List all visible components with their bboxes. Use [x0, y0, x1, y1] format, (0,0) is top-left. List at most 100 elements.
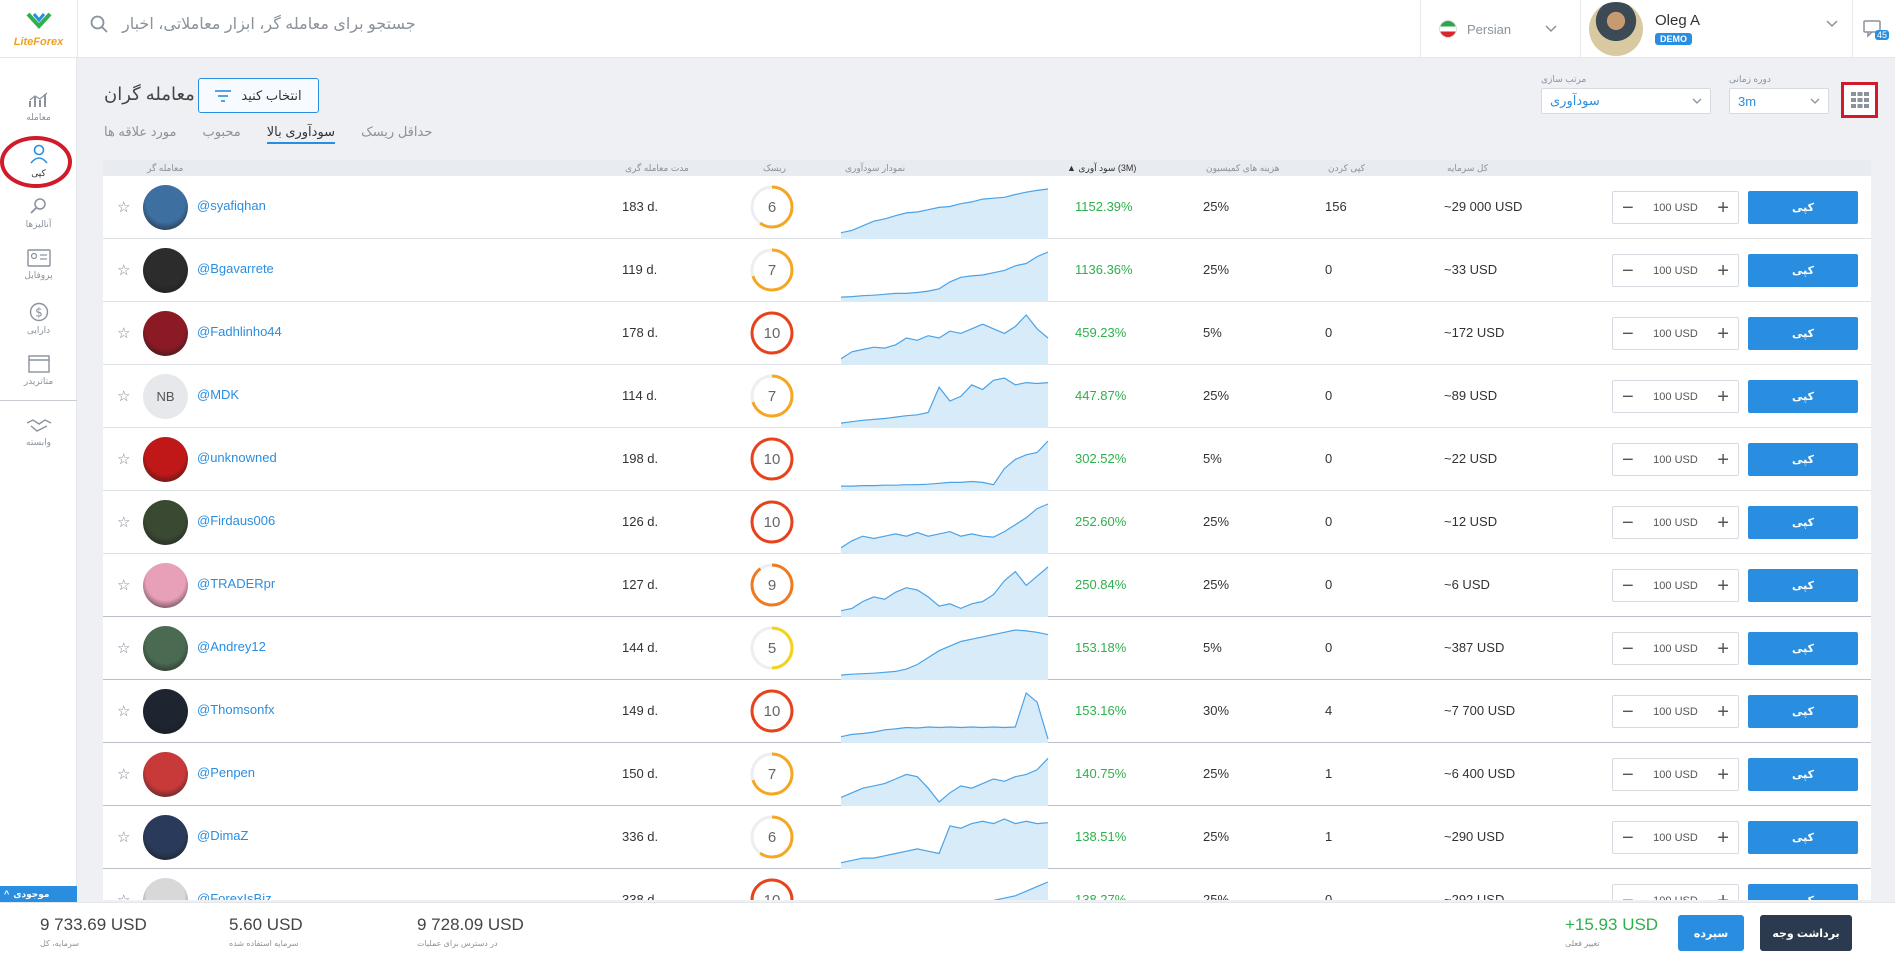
sort-dropdown[interactable]: سودآوری — [1541, 88, 1711, 114]
star-icon[interactable]: ☆ — [117, 829, 131, 846]
star-icon[interactable]: ☆ — [117, 262, 131, 279]
amount-input[interactable]: 100 USD — [1653, 327, 1698, 340]
col-copies[interactable]: کپی کردن — [1328, 163, 1365, 173]
plus-button[interactable]: + — [1717, 322, 1729, 345]
plus-button[interactable]: + — [1717, 511, 1729, 534]
copy-button[interactable]: کپی — [1748, 569, 1858, 602]
tab-popular[interactable]: محبوب — [202, 124, 241, 139]
minus-button[interactable]: − — [1622, 511, 1634, 534]
minus-button[interactable]: − — [1622, 574, 1634, 597]
star-icon[interactable]: ☆ — [117, 577, 131, 594]
sidebar-item-analytics[interactable]: آنالیزها — [0, 188, 77, 238]
withdraw-button[interactable]: برداشت وجه — [1760, 915, 1852, 951]
avatar[interactable]: NB — [143, 374, 188, 419]
amount-input[interactable]: 100 USD — [1653, 264, 1698, 277]
copy-button[interactable]: کپی — [1748, 695, 1858, 728]
deposit-button[interactable]: سپرده — [1678, 915, 1744, 951]
amount-input[interactable]: 100 USD — [1653, 516, 1698, 529]
amount-input[interactable]: 100 USD — [1653, 642, 1698, 655]
trader-name-link[interactable]: @Thomsonfx — [197, 702, 275, 717]
avatar[interactable] — [143, 626, 188, 671]
amount-input[interactable]: 100 USD — [1653, 453, 1698, 466]
plus-button[interactable]: + — [1717, 259, 1729, 282]
plus-button[interactable]: + — [1717, 700, 1729, 723]
plus-button[interactable]: + — [1717, 826, 1729, 849]
trader-name-link[interactable]: @Bgavarrete — [197, 261, 274, 276]
avatar[interactable] — [143, 500, 188, 545]
minus-button[interactable]: − — [1622, 322, 1634, 345]
avatar[interactable] — [143, 248, 188, 293]
copy-button[interactable]: کپی — [1748, 443, 1858, 476]
trader-name-link[interactable]: @Andrey12 — [197, 639, 266, 654]
col-profit[interactable]: ▲ سود آوری (3M) — [1067, 163, 1137, 173]
notifications-button[interactable]: 45 — [1852, 0, 1895, 58]
avatar[interactable] — [143, 878, 188, 900]
star-icon[interactable]: ☆ — [117, 451, 131, 468]
user-menu[interactable]: Oleg A DEMO — [1580, 0, 1852, 58]
copy-button[interactable]: کپی — [1748, 884, 1858, 900]
tab-high-profit[interactable]: سودآوری بالا — [266, 124, 336, 144]
col-capital[interactable]: کل سرمایه — [1447, 163, 1489, 173]
avatar[interactable] — [143, 311, 188, 356]
col-commission[interactable]: هزینه های کمیسیون — [1206, 163, 1280, 173]
star-icon[interactable]: ☆ — [117, 325, 131, 342]
minus-button[interactable]: − — [1622, 826, 1634, 849]
star-icon[interactable]: ☆ — [117, 388, 131, 405]
avatar[interactable] — [143, 752, 188, 797]
copy-button[interactable]: کپی — [1748, 380, 1858, 413]
sidebar-item-affiliate[interactable]: وابسته — [0, 408, 77, 458]
period-dropdown[interactable]: 3m — [1729, 88, 1829, 114]
avatar[interactable] — [143, 563, 188, 608]
amount-input[interactable]: 100 USD — [1653, 390, 1698, 403]
star-icon[interactable]: ☆ — [117, 640, 131, 657]
logo[interactable]: LiteForex — [0, 0, 78, 58]
col-risk[interactable]: ریسک — [763, 163, 786, 173]
trader-name-link[interactable]: @MDK — [197, 387, 240, 402]
trader-name-link[interactable]: @Firdaus006 — [197, 513, 276, 528]
sidebar-item-trade[interactable]: معامله — [0, 82, 77, 132]
minus-button[interactable]: − — [1622, 196, 1634, 219]
star-icon[interactable]: ☆ — [117, 514, 131, 531]
trader-name-link[interactable]: @DimaZ — [197, 828, 249, 843]
plus-button[interactable]: + — [1717, 891, 1729, 901]
amount-input[interactable]: 100 USD — [1653, 831, 1698, 844]
sidebar-item-profile[interactable]: پروفایل — [0, 240, 77, 290]
amount-input[interactable]: 100 USD — [1653, 579, 1698, 592]
trader-name-link[interactable]: @TRADERpr — [197, 576, 276, 591]
avatar[interactable] — [143, 185, 188, 230]
minus-button[interactable]: − — [1622, 259, 1634, 282]
copy-button[interactable]: کپی — [1748, 191, 1858, 224]
amount-input[interactable]: 100 USD — [1653, 895, 1698, 901]
star-icon[interactable]: ☆ — [117, 766, 131, 783]
trader-name-link[interactable]: @unknowned — [197, 450, 277, 465]
minus-button[interactable]: − — [1622, 700, 1634, 723]
plus-button[interactable]: + — [1717, 196, 1729, 219]
account-mode-bar[interactable]: ^ موجودی — [0, 886, 77, 902]
trader-name-link[interactable]: @ForexIsBiz — [197, 891, 272, 900]
trader-name-link[interactable]: @syafiqhan — [197, 198, 266, 213]
grid-view-button[interactable] — [1841, 82, 1878, 118]
minus-button[interactable]: − — [1622, 891, 1634, 901]
avatar[interactable] — [143, 437, 188, 482]
copy-button[interactable]: کپی — [1748, 758, 1858, 791]
copy-button[interactable]: کپی — [1748, 632, 1858, 665]
minus-button[interactable]: − — [1622, 385, 1634, 408]
avatar[interactable] — [143, 689, 188, 734]
star-icon[interactable]: ☆ — [117, 703, 131, 720]
copy-button[interactable]: کپی — [1748, 254, 1858, 287]
minus-button[interactable]: − — [1622, 637, 1634, 660]
plus-button[interactable]: + — [1717, 637, 1729, 660]
copy-button[interactable]: کپی — [1748, 317, 1858, 350]
amount-input[interactable]: 100 USD — [1653, 201, 1698, 214]
col-duration[interactable]: مدت معامله گری — [625, 163, 689, 173]
amount-input[interactable]: 100 USD — [1653, 705, 1698, 718]
col-trader[interactable]: معامله گر — [147, 163, 184, 173]
search-input[interactable]: جستجو برای معامله گر، ابزار معاملاتی، اخ… — [122, 16, 416, 33]
copy-button[interactable]: کپی — [1748, 821, 1858, 854]
trader-name-link[interactable]: @Fadhlinho44 — [197, 324, 282, 339]
plus-button[interactable]: + — [1717, 763, 1729, 786]
language-selector[interactable]: Persian — [1420, 0, 1580, 58]
tab-min-risk[interactable]: حداقل ریسک — [361, 124, 433, 139]
avatar[interactable] — [143, 815, 188, 860]
star-icon[interactable]: ☆ — [117, 891, 130, 900]
